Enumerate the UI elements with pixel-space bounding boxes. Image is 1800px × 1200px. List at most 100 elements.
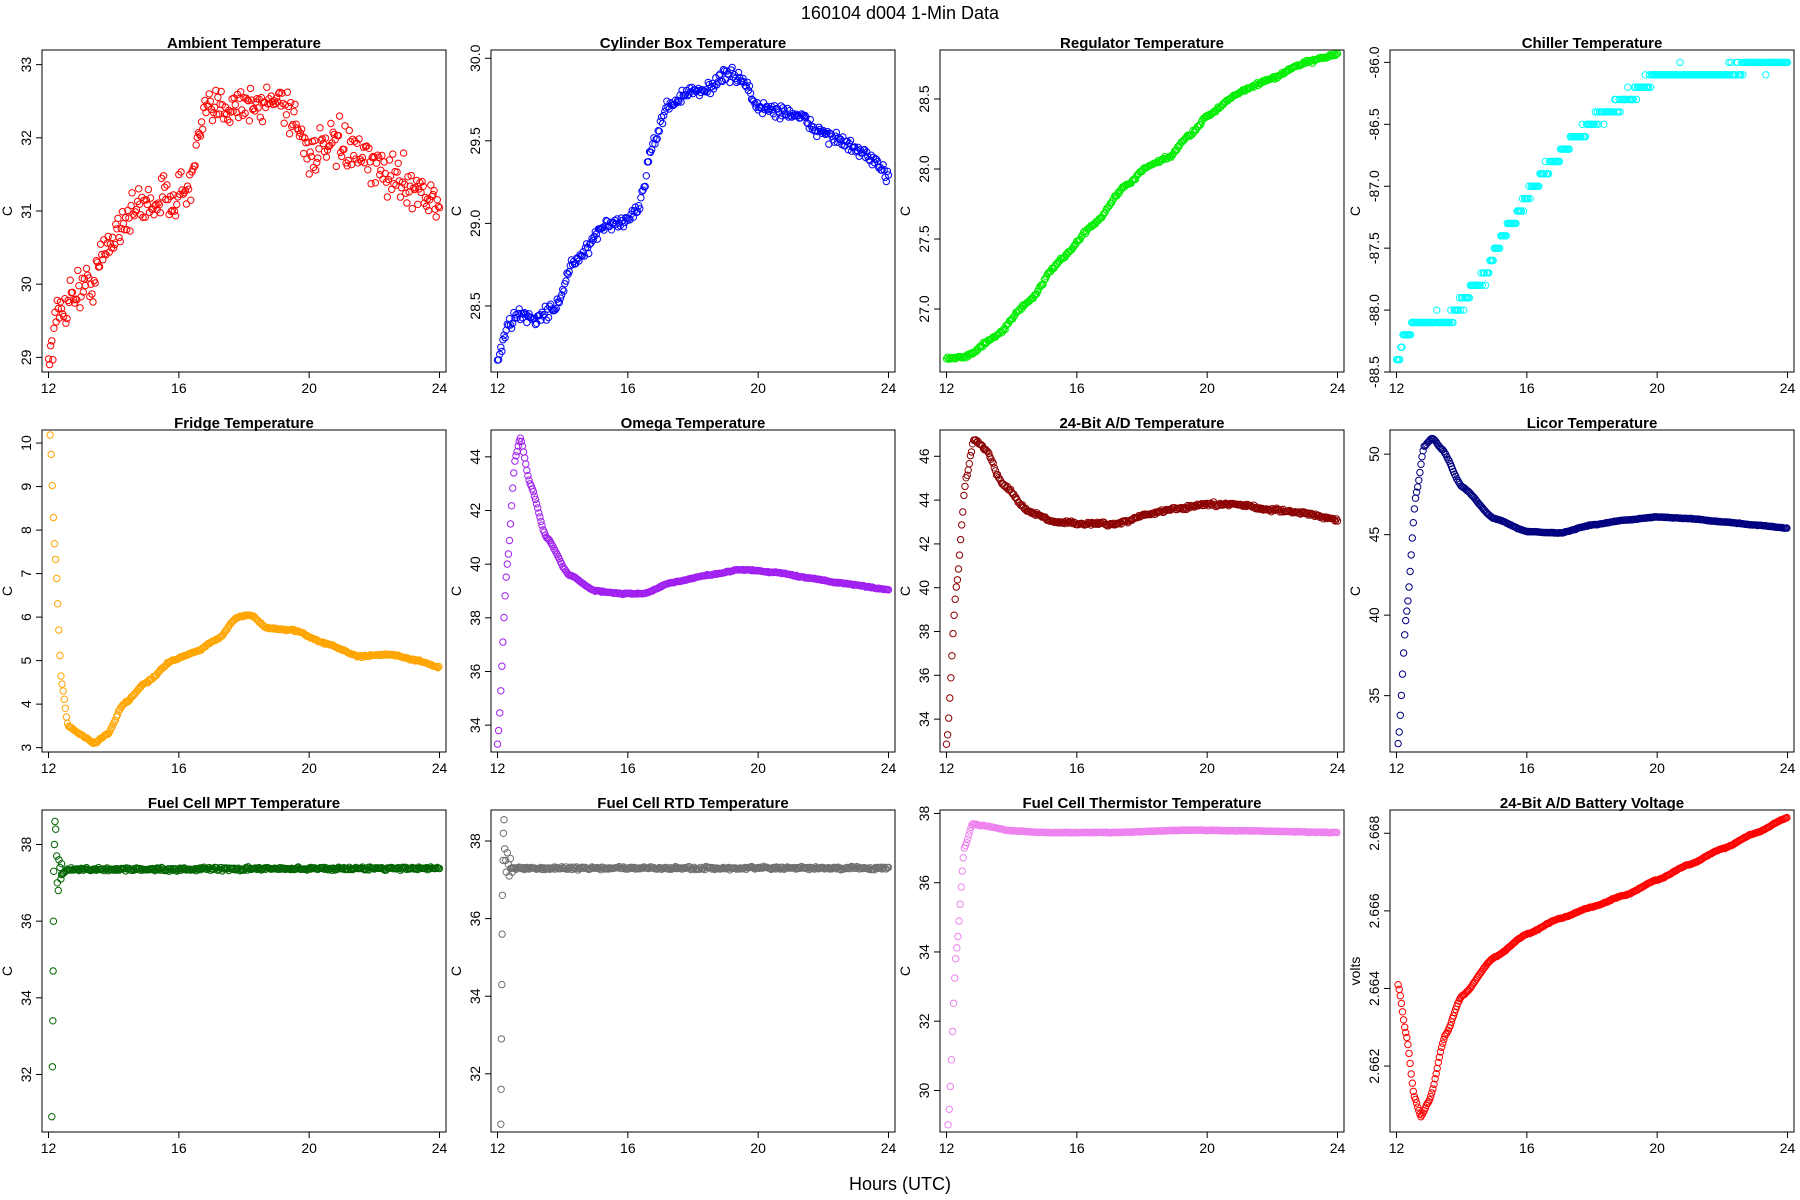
data-point xyxy=(306,148,314,156)
data-point xyxy=(57,860,66,868)
data-point xyxy=(1401,1023,1409,1031)
y-axis-label: C xyxy=(1347,586,1363,596)
data-point xyxy=(107,725,115,733)
y-tick-label: 3 xyxy=(18,744,34,752)
data-point xyxy=(231,101,240,109)
data-point xyxy=(57,305,66,313)
data-points xyxy=(1394,813,1791,1121)
data-point xyxy=(1398,343,1406,351)
x-tick-label: 20 xyxy=(1649,760,1665,776)
data-point xyxy=(136,200,144,208)
y-tick-label: 9 xyxy=(18,482,34,490)
data-point xyxy=(54,886,62,895)
panel-title: Licor Temperature xyxy=(1527,415,1658,432)
data-point xyxy=(156,209,165,217)
y-tick-label: 2.662 xyxy=(1366,1048,1382,1083)
data-point xyxy=(961,482,969,491)
data-point xyxy=(660,111,668,120)
data-point xyxy=(949,629,957,638)
data-point xyxy=(422,202,431,211)
data-point xyxy=(126,227,134,235)
data-point xyxy=(101,250,109,258)
data-point xyxy=(1056,254,1065,263)
data-point xyxy=(600,226,608,234)
data-point xyxy=(47,450,55,459)
data-point xyxy=(155,201,164,209)
data-point xyxy=(642,172,650,180)
data-point xyxy=(68,288,77,296)
data-point xyxy=(531,320,540,329)
data-points xyxy=(493,434,893,748)
data-point xyxy=(56,651,64,660)
x-tick-label: 12 xyxy=(41,380,57,396)
data-point xyxy=(585,249,593,258)
data-point xyxy=(427,181,435,189)
plot-frame xyxy=(490,429,896,753)
data-points xyxy=(944,820,1341,1129)
data-point xyxy=(365,144,373,153)
data-point xyxy=(719,65,728,74)
x-tick-label: 24 xyxy=(881,380,897,396)
data-point xyxy=(1402,1028,1410,1037)
data-point xyxy=(1433,306,1441,314)
data-point xyxy=(509,484,517,492)
y-tick-label: 40 xyxy=(1366,607,1382,623)
data-point xyxy=(699,86,707,94)
data-point xyxy=(347,160,356,169)
data-point xyxy=(562,277,570,285)
data-point xyxy=(1460,306,1468,314)
data-point xyxy=(944,1121,952,1129)
data-point xyxy=(183,182,192,190)
data-point xyxy=(435,864,444,873)
data-point xyxy=(1446,1021,1455,1030)
data-point xyxy=(555,298,564,307)
x-tick-label: 24 xyxy=(432,760,448,776)
panel-title: Fuel Cell Thermistor Temperature xyxy=(1023,795,1262,812)
data-point xyxy=(1434,1058,1443,1067)
data-point xyxy=(965,831,973,839)
data-point xyxy=(956,535,965,544)
data-point xyxy=(945,1105,953,1113)
data-point xyxy=(705,80,713,89)
data-point xyxy=(813,132,821,141)
data-point xyxy=(196,132,205,140)
data-point xyxy=(113,711,122,719)
data-point xyxy=(1432,1070,1440,1078)
data-point xyxy=(1581,133,1590,141)
plot-frame xyxy=(41,49,447,373)
data-point xyxy=(503,560,511,568)
x-tick-label: 12 xyxy=(41,760,57,776)
data-point xyxy=(55,856,63,864)
data-point xyxy=(50,540,59,548)
data-point xyxy=(1600,120,1608,129)
data-point xyxy=(1489,256,1497,265)
y-tick-label: 34 xyxy=(467,717,483,733)
data-point xyxy=(578,252,586,260)
data-point xyxy=(635,202,643,210)
data-point xyxy=(139,213,147,222)
data-point xyxy=(418,177,426,186)
data-point xyxy=(1428,1089,1436,1097)
data-point xyxy=(205,90,213,98)
x-tick-label: 12 xyxy=(41,1140,57,1156)
y-tick-label: 6 xyxy=(18,613,34,621)
x-tick-label: 20 xyxy=(1649,380,1665,396)
data-point xyxy=(656,117,665,126)
y-tick-label: 35 xyxy=(1366,688,1382,704)
data-point xyxy=(295,132,304,141)
data-point xyxy=(1592,120,1601,129)
data-point xyxy=(1408,1079,1417,1087)
y-tick-label: 46 xyxy=(916,448,932,464)
data-point xyxy=(644,158,653,166)
data-point xyxy=(1646,83,1655,91)
data-point xyxy=(538,521,546,529)
x-tick-label: 24 xyxy=(881,760,897,776)
data-point xyxy=(100,731,109,740)
data-point xyxy=(57,672,65,680)
data-point xyxy=(989,459,997,467)
data-point xyxy=(55,626,63,634)
data-point xyxy=(312,166,320,174)
data-point xyxy=(872,155,881,164)
x-tick-label: 12 xyxy=(939,380,955,396)
x-tick-label: 20 xyxy=(301,760,317,776)
